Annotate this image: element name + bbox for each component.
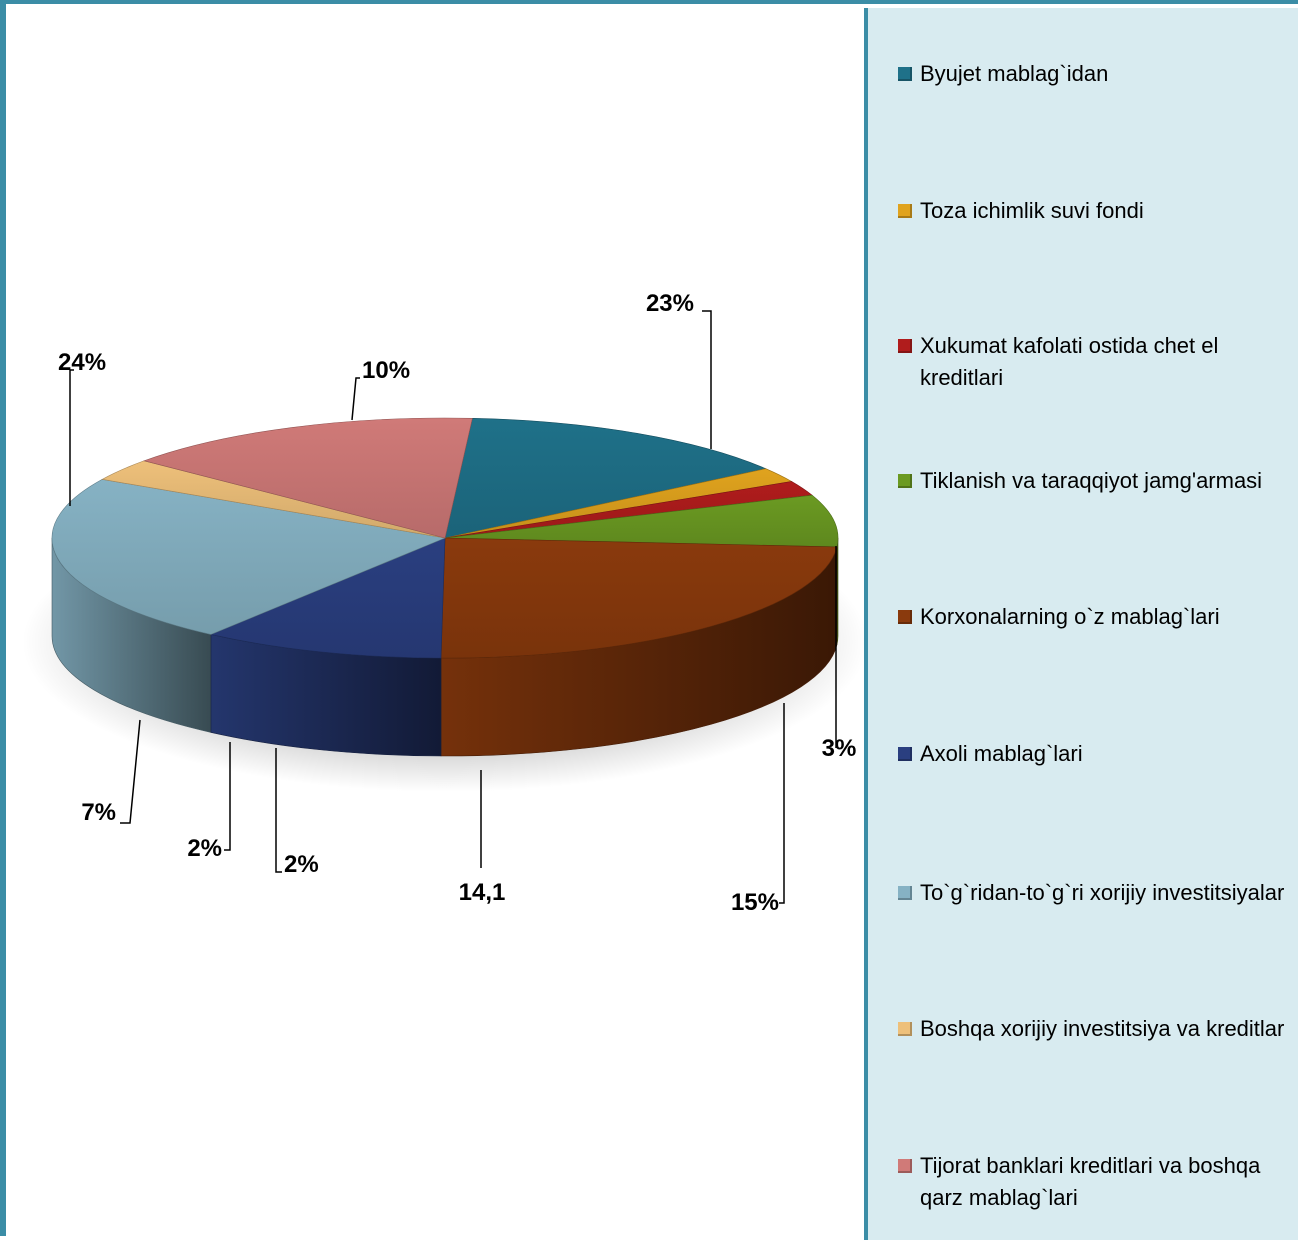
pie-slice (440, 537, 838, 659)
legend-label: Boshqa xorijiy investitsiya va kreditlar (920, 1016, 1285, 1041)
legend-item: To`g`ridan-to`g`ri xorijiy investitsiyal… (898, 877, 1298, 909)
legend-item: Axoli mablag`lari (898, 738, 1298, 770)
legend-item: Byujet mablag`idan (898, 58, 1298, 90)
legend-label: To`g`ridan-to`g`ri xorijiy investitsiyal… (920, 880, 1285, 905)
legend-swatch (898, 339, 912, 353)
pie-slice (209, 537, 446, 659)
data-label: 3% (822, 735, 857, 762)
data-label: 14,1 (459, 879, 506, 906)
pie-slice (444, 494, 839, 548)
leader-line (275, 748, 282, 873)
legend-swatch (898, 1022, 912, 1036)
legend-swatch (898, 886, 912, 900)
legend-item: Toza ichimlik suvi fondi (898, 195, 1298, 227)
data-label: 24% (58, 349, 106, 376)
legend-swatch (898, 747, 912, 761)
legend-item: Xukumat kafolati ostida chet el kreditla… (898, 330, 1298, 394)
legend-label: Toza ichimlik suvi fondi (920, 198, 1144, 223)
legend: Byujet mablag`idan Toza ichimlik suvi fon… (864, 8, 1298, 1240)
legend-label: Korxonalarning o`z mablag`lari (920, 604, 1220, 629)
legend-item: Korxonalarning o`z mablag`lari (898, 601, 1298, 633)
data-label: 7% (81, 799, 116, 826)
data-label: 2% (284, 851, 319, 878)
data-label: 15% (731, 889, 779, 916)
legend-item: Boshqa xorijiy investitsiya va kreditlar (898, 1013, 1298, 1045)
legend-label: Byujet mablag`idan (920, 61, 1109, 86)
pie-chart: 14,1 2% 2% 7% 24% 10% 23% 3% 15% (22, 290, 864, 916)
leader-line (351, 377, 360, 421)
data-label: 2% (187, 835, 222, 862)
data-label: 10% (362, 357, 410, 384)
pie-chart-area: 14,1 2% 2% 7% 24% 10% 23% 3% 15% (12, 8, 864, 1240)
legend-swatch (898, 610, 912, 624)
legend-label: Xukumat kafolati ostida chet el kreditla… (920, 333, 1219, 390)
legend-label: Tiklanish va taraqqiyot jamg'armasi (920, 468, 1263, 493)
pie-slice (143, 417, 473, 539)
legend-swatch (898, 204, 912, 218)
legend-label: Axoli mablag`lari (920, 741, 1083, 766)
leader-line (69, 369, 74, 506)
pie-slice (51, 479, 447, 635)
data-label: 23% (646, 290, 694, 317)
pie-slice (444, 417, 767, 539)
legend-swatch (898, 1159, 912, 1173)
legend-swatch (898, 67, 912, 81)
legend-label: Tijorat banklari kreditlari va boshqa qa… (920, 1153, 1261, 1210)
leader-line (120, 719, 141, 824)
legend-swatch (898, 474, 912, 488)
leader-line (702, 310, 712, 449)
legend-item: Tiklanish va taraqqiyot jamg'armasi (898, 465, 1298, 497)
legend-item: Tijorat banklari kreditlari va boshqa qa… (898, 1150, 1298, 1214)
leader-line (779, 703, 785, 904)
leader-line (224, 742, 231, 851)
